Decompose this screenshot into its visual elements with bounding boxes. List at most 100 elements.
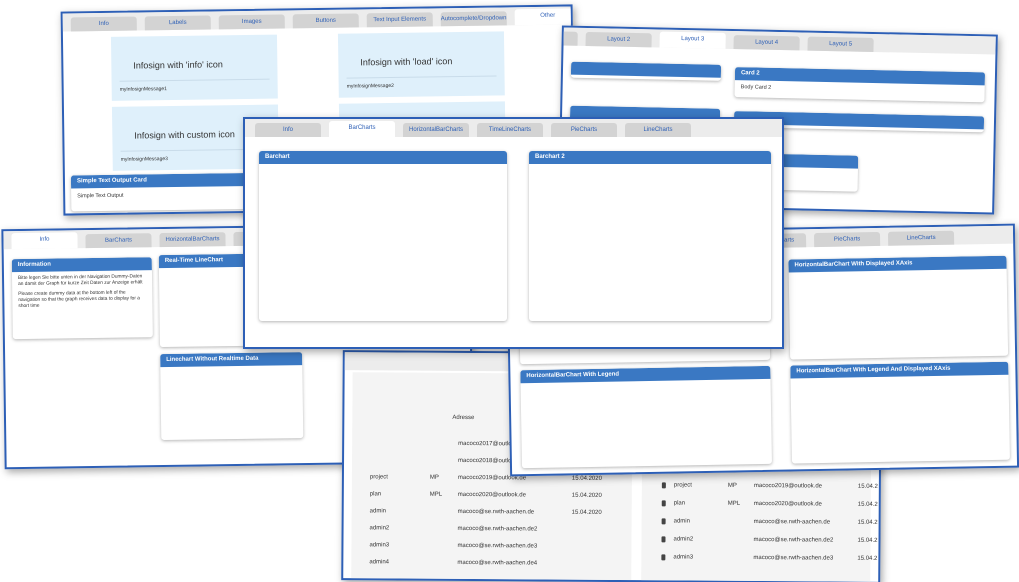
card-text: Simple Text Output bbox=[77, 192, 124, 200]
tab[interactable]: Info bbox=[255, 123, 321, 137]
infosign-message: myInfosignMessage3 bbox=[120, 156, 168, 163]
card-body: Simple Text Output bbox=[71, 186, 251, 212]
delete-icon[interactable] bbox=[661, 518, 666, 525]
window: Info BarCharts HorizontalBarCharts TimeLine… bbox=[243, 117, 784, 349]
table-cell: macoco@se.rwth-aachen.de3 bbox=[753, 554, 834, 562]
table-cell: admin2 bbox=[673, 536, 694, 543]
table-cell: macoco2019@outlook.de bbox=[753, 482, 823, 490]
table-cell: 15.04.2020 bbox=[571, 509, 602, 516]
table-cell: admin3 bbox=[369, 542, 390, 549]
tab[interactable]: Labels bbox=[144, 15, 211, 31]
tab[interactable]: PieCharts bbox=[551, 123, 617, 137]
tab[interactable]: Info bbox=[11, 232, 78, 250]
table-cell: admin bbox=[673, 518, 690, 525]
infosign: Infosign with 'info' icon myInfosignMessa… bbox=[110, 34, 278, 101]
info-paragraph: Please create dummy data at the bottom l… bbox=[18, 290, 140, 310]
table-cell: 15.04.2 bbox=[857, 555, 878, 562]
tab[interactable]: BarCharts bbox=[85, 233, 152, 249]
infosign-title: Infosign with 'info' icon bbox=[133, 59, 223, 71]
tab[interactable]: Info bbox=[70, 16, 137, 32]
delete-icon[interactable] bbox=[661, 500, 666, 507]
infosign-title: Infosign with 'load' icon bbox=[360, 56, 453, 68]
table-cell: macoco@se.rwth-aachen.de2 bbox=[753, 536, 834, 544]
card: Simple Text Output Card Simple Text Outpu… bbox=[70, 172, 252, 212]
tab[interactable]: LineCharts bbox=[887, 230, 955, 246]
tab[interactable]: Layout 1 bbox=[558, 30, 578, 46]
card: HorizontalBarChart With Legend And Displ… bbox=[790, 361, 1010, 464]
table-cell: 15.04.2 bbox=[857, 483, 878, 490]
table-cell: macoco@se.rwth-aachen.de2 bbox=[457, 525, 538, 533]
card: Card 2 Body Card 2 bbox=[734, 67, 986, 103]
table-cell: admin2 bbox=[369, 525, 390, 532]
delete-icon[interactable] bbox=[661, 536, 666, 543]
table-cell: macoco2020@outlook.de bbox=[753, 500, 822, 508]
card-body: 02004006008001000Label 1Label 2Label 3Ka… bbox=[791, 375, 1010, 464]
tab[interactable]: Layout 5 bbox=[807, 36, 874, 52]
card-body: byby0510bcdefghijklmnopqrstuvwxyFooBar bbox=[529, 164, 771, 321]
table-cell: MP bbox=[727, 482, 737, 489]
infosign-title: Infosign with custom icon bbox=[134, 129, 235, 141]
tab-bar: Layout 1 Layout 2 Layout 3 Layout 4 Layout 5 bbox=[558, 27, 996, 55]
table-cell: macoco@se.rwth-aachen.de bbox=[457, 508, 535, 516]
delete-icon[interactable] bbox=[661, 554, 666, 561]
tab[interactable]: Text Input Elements bbox=[366, 12, 433, 28]
tab[interactable]: PieCharts bbox=[813, 231, 881, 248]
card-body: Label 1Label 2Label 3Kategorie 1Kategori… bbox=[521, 379, 772, 468]
card-header: Barchart bbox=[259, 151, 507, 164]
table-cell: 15.04.2 bbox=[857, 537, 878, 544]
tab-bar: Info BarCharts HorizontalBarCharts TimeLine… bbox=[245, 119, 782, 137]
infosign-divider bbox=[346, 75, 497, 79]
card-body: LineChart02Label 1Label 2 bbox=[160, 365, 303, 440]
card: Barchart 2byby0510bcdefghijklmnopqrstuvw… bbox=[529, 151, 771, 321]
tab[interactable]: HorizontalBarCharts bbox=[159, 232, 226, 248]
tab[interactable]: BarCharts bbox=[329, 121, 395, 137]
card: HorizontalBarChart With LegendLabel 1Lab… bbox=[520, 365, 772, 469]
card: Linechart Without Realtime DataLineChart… bbox=[160, 352, 304, 441]
card-body: Bitte legen Sie bitte unten in der Navig… bbox=[12, 270, 153, 339]
infosign: Infosign with 'load' icon myInfosignMessa… bbox=[337, 31, 505, 98]
table-cell: MPL bbox=[429, 491, 443, 498]
table-cell: project bbox=[673, 482, 692, 489]
table-cell: project bbox=[369, 474, 388, 481]
table-cell: 15.04.2020 bbox=[571, 475, 602, 482]
column-header: Adresse bbox=[452, 414, 475, 422]
tab[interactable]: Layout 4 bbox=[733, 35, 800, 51]
info-paragraph: Bitte legen Sie bitte unten in der Navig… bbox=[18, 274, 143, 288]
infosign-message: myInfosignMessage1 bbox=[119, 86, 167, 93]
infosign-divider bbox=[119, 78, 270, 82]
table-cell: plan bbox=[673, 500, 686, 507]
delete-icon[interactable] bbox=[661, 482, 666, 489]
card-body: 02004006008001000Label 1Label 2Label 3 bbox=[789, 269, 1008, 360]
infosign-message: myInfosignMessage2 bbox=[346, 82, 394, 90]
table-cell: 15.04.2 bbox=[857, 519, 878, 526]
table-cell: admin4 bbox=[369, 559, 390, 566]
table-cell: MPL bbox=[727, 500, 741, 507]
tab-bar: Info Labels Images Buttons Text Input Elemen… bbox=[62, 6, 576, 32]
table-cell: macoco2020@outlook.de bbox=[457, 491, 526, 499]
tab[interactable]: Buttons bbox=[292, 13, 359, 29]
tab[interactable]: TimeLineCharts bbox=[477, 123, 543, 137]
table-cell: admin bbox=[369, 508, 387, 515]
tab[interactable]: Layout 2 bbox=[585, 31, 652, 48]
tab[interactable]: Images bbox=[218, 14, 285, 30]
tab[interactable]: Layout 3 bbox=[659, 31, 726, 49]
tab[interactable]: Other bbox=[514, 8, 576, 26]
table-cell: admin3 bbox=[673, 554, 694, 561]
tab[interactable]: Autocomplete/Dropdowns bbox=[440, 11, 507, 27]
table-cell: plan bbox=[369, 491, 382, 498]
card: BarchartJan 2020Dec 2020Jan 2019Dec 2021… bbox=[259, 151, 507, 321]
card bbox=[570, 61, 722, 81]
table-cell: macoco@se.rwth-aachen.de4 bbox=[457, 559, 538, 567]
tab[interactable]: LineCharts bbox=[625, 123, 691, 137]
tab[interactable]: HorizontalBarCharts bbox=[403, 123, 469, 137]
card-header: Barchart 2 bbox=[529, 151, 771, 164]
card-body: Jan 2020Dec 2020Jan 2019Dec 202102550751… bbox=[259, 164, 507, 321]
card: HorizontalBarChart With Displayed XAxis0… bbox=[788, 255, 1009, 360]
table-cell: 15.04.2 bbox=[857, 501, 878, 508]
table-cell: macoco@se.rwth-aachen.de3 bbox=[457, 542, 538, 550]
card: Information Bitte legen Sie bitte unten i… bbox=[11, 257, 153, 340]
table-cell: 15.04.2020 bbox=[571, 492, 602, 499]
table-cell: macoco@se.rwth-aachen.de bbox=[753, 518, 831, 526]
table-cell: MP bbox=[429, 474, 439, 481]
